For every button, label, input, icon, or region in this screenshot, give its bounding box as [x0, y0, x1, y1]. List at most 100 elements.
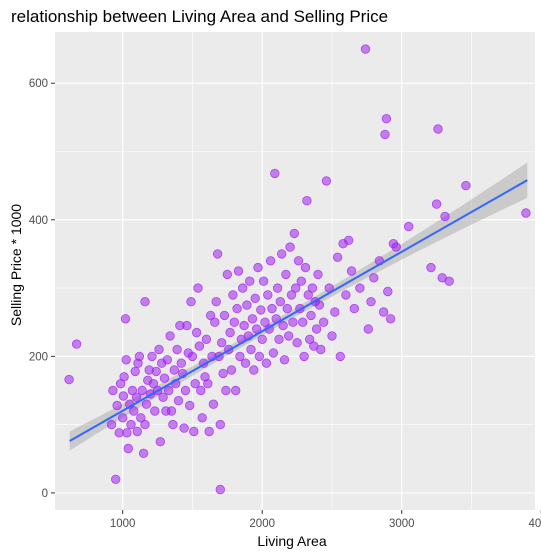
x-tick-label: 4000 [528, 518, 541, 530]
data-point [138, 448, 149, 459]
data-point [148, 379, 159, 389]
data-point [256, 305, 266, 315]
data-point [190, 379, 200, 389]
data-point [211, 297, 221, 307]
data-point [258, 276, 269, 286]
x-axis-ticks: 1000 2000 3000 4000 [110, 510, 541, 530]
data-point [305, 334, 315, 345]
data-point [203, 379, 213, 389]
data-point [232, 303, 242, 314]
y-axis-ticks: 0 200 400 600 [29, 78, 55, 500]
data-point [366, 297, 376, 307]
data-point [363, 324, 374, 334]
y-tick-label: 0 [42, 488, 48, 500]
data-point [242, 300, 252, 310]
data-point [179, 423, 189, 433]
data-point [292, 338, 302, 348]
data-point [378, 307, 389, 317]
data-point [278, 320, 288, 331]
data-point [369, 273, 379, 283]
data-point [332, 252, 343, 262]
data-point [204, 426, 214, 437]
data-point [298, 317, 308, 327]
data-point [176, 358, 187, 368]
data-point [254, 351, 265, 362]
data-point [246, 344, 256, 355]
data-point [119, 372, 129, 382]
chart-title: relationship between Living Area and Sel… [11, 7, 388, 26]
data-point [219, 310, 230, 321]
data-point [289, 228, 300, 239]
data-point [341, 290, 351, 300]
data-point [131, 392, 142, 403]
data-point [247, 314, 258, 324]
data-point [154, 344, 164, 355]
data-point [306, 310, 316, 321]
data-point [235, 351, 245, 362]
data-point [250, 293, 260, 304]
data-point [274, 334, 284, 345]
data-point [440, 211, 450, 222]
trend-line-layer [69, 179, 528, 442]
y-axis-title: Selling Price * 1000 [8, 204, 24, 326]
data-point [318, 317, 329, 327]
data-point [268, 348, 279, 358]
data-point [180, 385, 191, 396]
data-point [112, 400, 122, 411]
data-point [182, 320, 192, 331]
data-point [284, 331, 294, 341]
data-point [404, 221, 414, 232]
data-point [275, 297, 286, 307]
data-point [299, 351, 309, 362]
data-point [521, 208, 531, 218]
data-point [140, 419, 150, 430]
data-point [293, 256, 304, 266]
data-point [155, 437, 166, 447]
data-point [150, 406, 160, 416]
trend-line [69, 179, 528, 442]
data-point [117, 413, 128, 423]
data-point [251, 324, 262, 334]
data-point [279, 355, 290, 365]
data-point [296, 276, 307, 286]
data-point [122, 428, 132, 438]
data-point [239, 320, 249, 331]
data-point [230, 385, 241, 396]
data-point [291, 283, 301, 293]
data-point [134, 351, 145, 362]
data-point [208, 399, 219, 409]
data-point [300, 262, 311, 273]
data-point [321, 176, 332, 186]
data-point [261, 358, 272, 368]
data-point [272, 283, 283, 293]
data-points [64, 44, 531, 495]
data-point [215, 419, 226, 430]
data-point [108, 385, 118, 396]
data-point [431, 199, 442, 209]
data-point [282, 303, 293, 314]
data-point [159, 373, 170, 383]
data-point [106, 419, 117, 430]
data-point [335, 351, 346, 362]
data-point [383, 286, 393, 297]
data-point [265, 256, 276, 266]
data-point [444, 276, 454, 286]
data-point [281, 269, 291, 280]
data-point [132, 426, 143, 437]
data-point [426, 262, 436, 273]
data-point [196, 385, 206, 396]
data-point [461, 180, 471, 191]
data-point [330, 307, 340, 317]
data-point [229, 317, 240, 327]
data-point [263, 290, 273, 300]
data-point [349, 303, 360, 314]
data-point [121, 355, 131, 365]
data-point [166, 406, 177, 416]
data-point [193, 283, 203, 293]
data-point [215, 484, 226, 495]
data-point [71, 339, 82, 349]
data-point [270, 168, 280, 179]
data-point [136, 413, 146, 423]
data-point [118, 391, 129, 401]
